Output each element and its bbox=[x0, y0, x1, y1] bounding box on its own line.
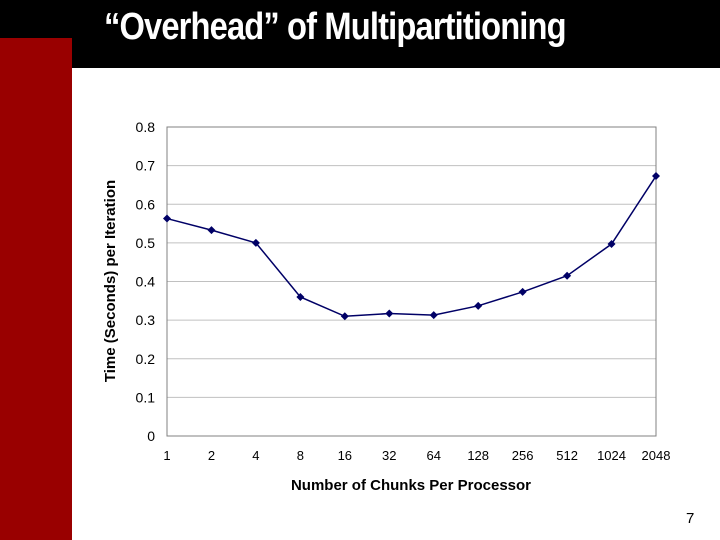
data-point-marker bbox=[607, 240, 616, 249]
y-tick-label: 0.4 bbox=[136, 274, 156, 290]
title-bar bbox=[0, 0, 720, 68]
data-point-marker bbox=[385, 309, 394, 318]
data-point-marker bbox=[652, 172, 660, 181]
data-point-marker bbox=[474, 301, 483, 310]
x-tick-label: 64 bbox=[426, 448, 440, 463]
data-point-marker bbox=[563, 271, 572, 280]
data-point-marker bbox=[207, 226, 216, 235]
x-tick-label: 4 bbox=[252, 448, 259, 463]
plot-area-frame bbox=[166, 126, 657, 437]
y-tick-label: 0 bbox=[147, 428, 155, 444]
x-tick-label: 128 bbox=[467, 448, 489, 463]
x-tick-label: 1024 bbox=[597, 448, 626, 463]
x-tick-label: 2048 bbox=[642, 448, 671, 463]
side-accent-bar bbox=[0, 38, 72, 540]
x-tick-label: 8 bbox=[297, 448, 304, 463]
data-point-marker bbox=[429, 311, 438, 320]
y-tick-label: 0.8 bbox=[136, 119, 156, 135]
y-tick-labels: 0 0.1 0.2 0.3 0.4 0.5 0.6 0.7 0.8 bbox=[136, 119, 156, 444]
x-tick-label: 512 bbox=[556, 448, 578, 463]
data-point-marker bbox=[518, 287, 527, 296]
series-line bbox=[166, 175, 657, 318]
x-tick-label: 1 bbox=[163, 448, 170, 463]
y-axis-label: Time (Seconds) per Iteration bbox=[102, 180, 119, 382]
x-tick-label: 2 bbox=[208, 448, 215, 463]
page-number: 7 bbox=[686, 510, 695, 527]
x-tick-label: 32 bbox=[382, 448, 396, 463]
x-tick-label: 16 bbox=[338, 448, 352, 463]
y-tick-label: 0.3 bbox=[136, 312, 156, 328]
y-tick-label: 0.1 bbox=[136, 389, 156, 405]
data-point-marker bbox=[251, 238, 260, 247]
slide-title: “Overhead” of Multipartitioning bbox=[104, 6, 567, 48]
y-tick-label: 0.7 bbox=[136, 158, 156, 174]
series bbox=[163, 172, 660, 321]
y-tick-label: 0.5 bbox=[136, 235, 156, 251]
x-tick-labels: 1 2 4 8 16 32 64 128 256 512 1024 2048 bbox=[163, 448, 670, 463]
x-axis-label: Number of Chunks Per Processor bbox=[291, 477, 531, 494]
x-tick-label: 256 bbox=[512, 448, 534, 463]
data-point-marker bbox=[163, 214, 171, 223]
data-point-marker bbox=[340, 312, 349, 321]
data-point-marker bbox=[296, 292, 305, 301]
y-tick-label: 0.6 bbox=[136, 196, 156, 212]
gridlines bbox=[167, 126, 656, 437]
y-tick-label: 0.2 bbox=[136, 351, 156, 367]
